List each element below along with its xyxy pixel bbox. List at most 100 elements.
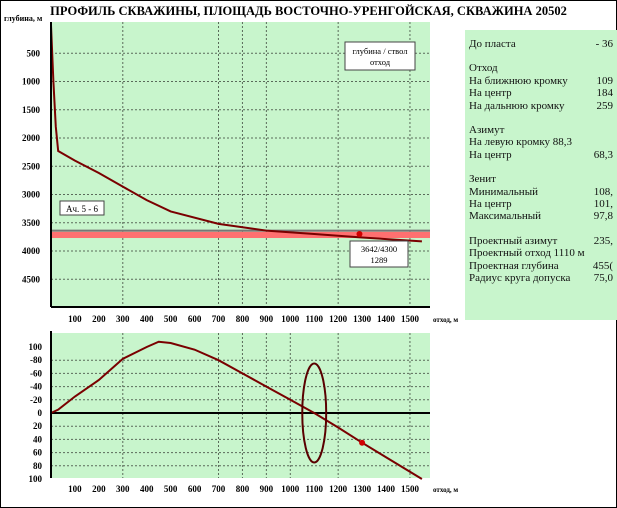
label: Максимальный [469, 210, 542, 223]
x-tick-label: 1300 [353, 484, 372, 494]
marker-label1: 3642/4300 [361, 244, 397, 254]
value: - 36 [595, 38, 613, 50]
x-tick-label: 500 [164, 484, 178, 494]
marker-label2: 1289 [371, 255, 388, 265]
x-tick-label: 1100 [305, 314, 323, 324]
label: До пласта [469, 38, 516, 50]
value: 108, [593, 185, 613, 198]
x-tick-label: 100 [68, 484, 82, 494]
label: Радиус круга допуска [469, 272, 571, 285]
x-tick-label: 1000 [281, 314, 300, 324]
x-tick-label: 900 [260, 484, 274, 494]
legend-line1: глубина / ствол [352, 46, 408, 56]
x-tick-label: 1100 [305, 484, 323, 494]
info-row: На центр 101, [465, 198, 617, 210]
y-tick-label: 0 [38, 408, 43, 418]
value: 75,0 [593, 272, 613, 285]
label: На центр [469, 198, 512, 211]
info-row: Проектный отход 1110 м [465, 247, 617, 259]
to-layer-row: До пласта - 36 [465, 38, 617, 50]
x-tick-label: 500 [164, 314, 178, 324]
label: Проектный отход 1110 м [469, 247, 585, 260]
x-tick-label: 1400 [377, 314, 396, 324]
profile-line [50, 24, 422, 243]
y-tick-label: 4500 [22, 274, 41, 284]
x-tick-label: 200 [92, 484, 106, 494]
x-tick-label: 200 [92, 314, 106, 324]
value: 235, [593, 234, 613, 247]
y-tick-label: 20 [33, 421, 43, 431]
plan-line [50, 340, 423, 480]
x-tick-label: 700 [212, 314, 226, 324]
info-row: Проектная глубина 455( [465, 260, 617, 272]
y-tick-label: 2500 [22, 161, 41, 171]
label: Проектная глубина [469, 259, 559, 272]
value: 97,8 [593, 210, 613, 223]
info-row: Радиус круга допуска 75,0 [465, 272, 617, 284]
label: На ближнюю кромку [469, 74, 568, 87]
y-tick-label: 3000 [22, 190, 41, 200]
value: 455( [592, 259, 613, 272]
x-tick-label: 1200 [329, 314, 348, 324]
annotation-box [59, 200, 105, 216]
x-tick-label: 400 [140, 314, 154, 324]
y-tick-label: 500 [27, 48, 41, 58]
value: 184 [596, 87, 614, 100]
target-marker [356, 231, 363, 238]
x-tick-label: 300 [116, 314, 130, 324]
y-tick-label: 100 [29, 342, 43, 352]
y-tick-label: 80 [33, 461, 43, 471]
section-title: Азимут [469, 124, 505, 137]
value: 68,3 [593, 148, 613, 161]
value: 109 [596, 74, 614, 87]
y-tick-label: 100 [29, 474, 43, 484]
y-tick-label: 4000 [22, 246, 41, 256]
value: 259 [596, 99, 614, 112]
label: На центр [469, 87, 512, 100]
legend-line2: отход [370, 57, 391, 67]
marker-label-box [349, 240, 409, 268]
x-tick-label: 300 [116, 484, 130, 494]
info-row: На ближнюю кромку 109 [465, 75, 617, 87]
y-tick-label: -20 [30, 395, 42, 405]
info-panel: До пласта - 36 Отход На ближнюю кромку 109… [465, 30, 617, 320]
label: На центр [469, 148, 512, 161]
x-axis-label: отход, м [433, 486, 458, 494]
info-row: На центр 184 [465, 87, 617, 99]
annotation-label: Ач. 5 - 6 [66, 204, 99, 214]
x-tick-label: 100 [68, 314, 82, 324]
x-tick-label: 800 [236, 484, 250, 494]
target-band [51, 231, 430, 239]
x-axis-label: отход, м [433, 316, 458, 324]
info-row: На левую кромку 88,3 [465, 136, 617, 148]
info-row: Проектный азимут 235, [465, 235, 617, 247]
info-row: Минимальный 108, [465, 186, 617, 198]
x-tick-label: 1200 [329, 484, 348, 494]
y-axis-label: глубина, м [4, 14, 43, 23]
y-tick-label: 40 [33, 434, 43, 444]
x-tick-label: 1500 [401, 314, 420, 324]
y-tick-label: -40 [30, 382, 42, 392]
chart-title: ПРОФИЛЬ СКВАЖИНЫ, ПЛОЩАДЬ ВОСТОЧНО-УРЕНГ… [50, 4, 567, 18]
x-tick-label: 1300 [353, 314, 372, 324]
x-tick-label: 600 [188, 314, 202, 324]
section-title: Зенит [469, 173, 496, 186]
y-tick-label: 2000 [22, 133, 41, 143]
x-tick-label: 1500 [401, 484, 420, 494]
x-tick-label: 900 [260, 314, 274, 324]
y-tick-label: -80 [30, 355, 42, 365]
value: 101, [593, 198, 613, 211]
y-tick-label: 1000 [22, 77, 41, 87]
x-tick-label: 1400 [377, 484, 396, 494]
legend-box [344, 41, 416, 71]
info-row: На дальнюю кромку 259 [465, 100, 617, 112]
info-row: Максимальный 97,8 [465, 210, 617, 222]
info-row: На центр 68,3 [465, 149, 617, 161]
label: Минимальный [469, 185, 538, 198]
label: На левую кромку 88,3 [469, 136, 573, 149]
x-tick-label: 400 [140, 484, 154, 494]
target-marker [359, 439, 366, 446]
y-tick-label: 1500 [22, 105, 41, 115]
